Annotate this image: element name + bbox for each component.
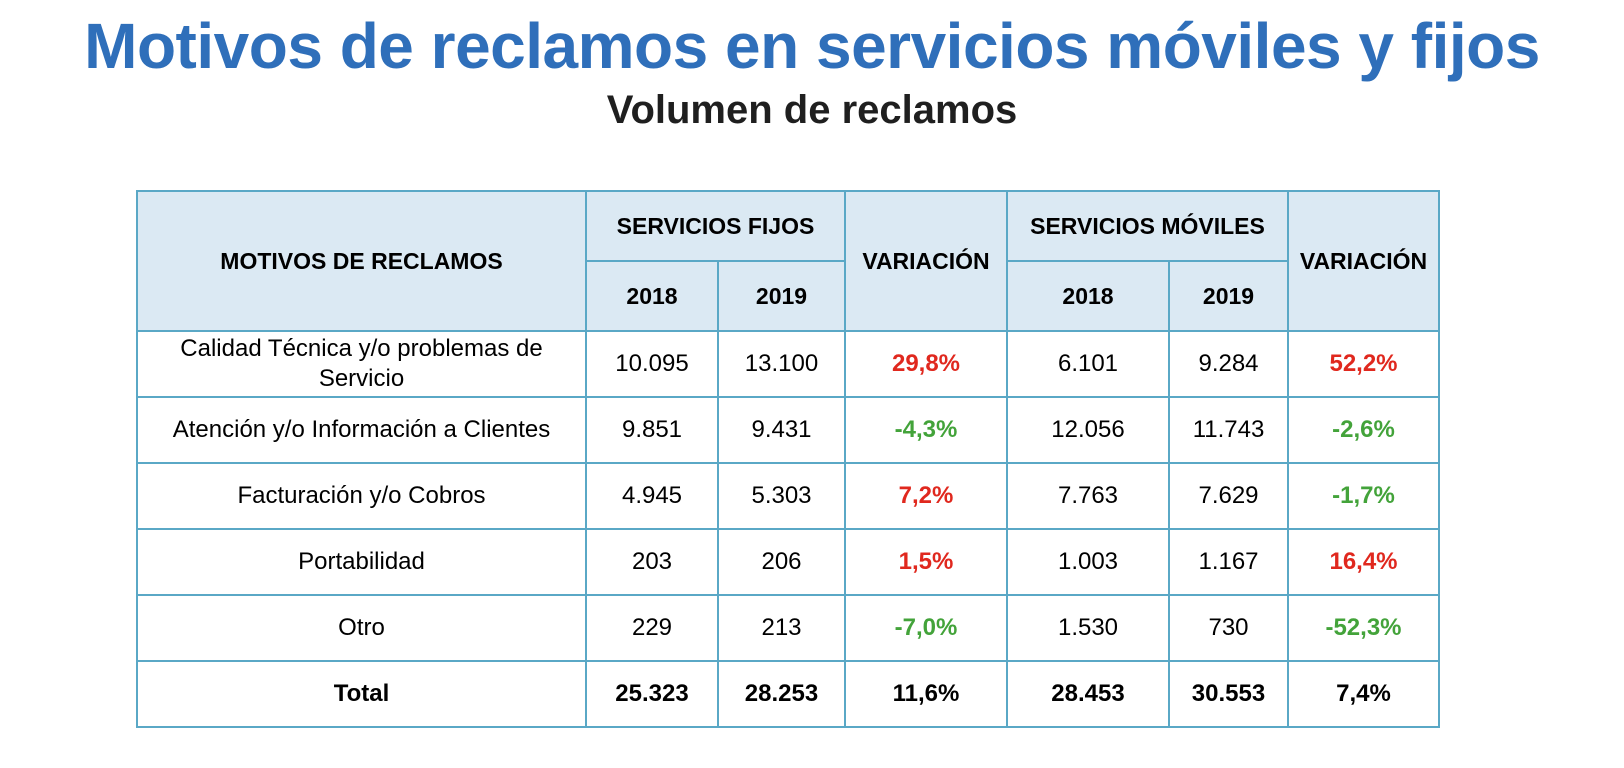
row-variacion-fijos: 29,8% bbox=[844, 330, 1008, 398]
total-fijos-2018: 25.323 bbox=[585, 660, 719, 728]
total-moviles-2019: 30.553 bbox=[1168, 660, 1289, 728]
row-fijos-2019: 9.431 bbox=[717, 396, 846, 464]
row-moviles-2018: 7.763 bbox=[1006, 462, 1170, 530]
row-fijos-2019: 206 bbox=[717, 528, 846, 596]
header-servicios-moviles: SERVICIOS MÓVILES bbox=[1006, 190, 1289, 262]
total-variacion-moviles: 7,4% bbox=[1287, 660, 1440, 728]
row-variacion-moviles: -52,3% bbox=[1287, 594, 1440, 662]
row-moviles-2019: 11.743 bbox=[1168, 396, 1289, 464]
table-row: Portabilidad 203 206 1,5% 1.003 1.167 16… bbox=[136, 528, 1440, 596]
row-fijos-2018: 10.095 bbox=[585, 330, 719, 398]
header-servicios-fijos: SERVICIOS FIJOS bbox=[585, 190, 846, 262]
row-variacion-moviles: 16,4% bbox=[1287, 528, 1440, 596]
row-motivo: Facturación y/o Cobros bbox=[136, 462, 587, 530]
row-moviles-2018: 12.056 bbox=[1006, 396, 1170, 464]
row-fijos-2018: 9.851 bbox=[585, 396, 719, 464]
page-subtitle: Volumen de reclamos bbox=[606, 88, 1018, 132]
table-row: Atención y/o Información a Clientes 9.85… bbox=[136, 396, 1440, 464]
row-fijos-2018: 229 bbox=[585, 594, 719, 662]
total-row: Total 25.323 28.253 11,6% 28.453 30.553 … bbox=[136, 660, 1440, 728]
row-motivo: Portabilidad bbox=[136, 528, 587, 596]
row-moviles-2019: 1.167 bbox=[1168, 528, 1289, 596]
header-moviles-2018: 2018 bbox=[1006, 260, 1170, 332]
header-fijos-2018: 2018 bbox=[585, 260, 719, 332]
row-fijos-2019: 5.303 bbox=[717, 462, 846, 530]
claims-table: MOTIVOS DE RECLAMOS SERVICIOS FIJOS VARI… bbox=[136, 190, 1440, 728]
header-variacion-fijos: VARIACIÓN bbox=[844, 190, 1008, 332]
row-variacion-moviles: -2,6% bbox=[1287, 396, 1440, 464]
row-moviles-2018: 6.101 bbox=[1006, 330, 1170, 398]
page-title: Motivos de reclamos en servicios móviles… bbox=[84, 10, 1540, 82]
total-label: Total bbox=[136, 660, 587, 728]
row-variacion-moviles: 52,2% bbox=[1287, 330, 1440, 398]
header-variacion-moviles: VARIACIÓN bbox=[1287, 190, 1440, 332]
row-moviles-2019: 730 bbox=[1168, 594, 1289, 662]
row-fijos-2019: 213 bbox=[717, 594, 846, 662]
row-moviles-2018: 1.003 bbox=[1006, 528, 1170, 596]
row-variacion-moviles: -1,7% bbox=[1287, 462, 1440, 530]
row-variacion-fijos: -7,0% bbox=[844, 594, 1008, 662]
total-variacion-fijos: 11,6% bbox=[844, 660, 1008, 728]
header-moviles-2019: 2019 bbox=[1168, 260, 1289, 332]
row-fijos-2018: 4.945 bbox=[585, 462, 719, 530]
row-moviles-2018: 1.530 bbox=[1006, 594, 1170, 662]
total-fijos-2019: 28.253 bbox=[717, 660, 846, 728]
row-variacion-fijos: 7,2% bbox=[844, 462, 1008, 530]
header-fijos-2019: 2019 bbox=[717, 260, 846, 332]
row-motivo: Atención y/o Información a Clientes bbox=[136, 396, 587, 464]
table-row: Calidad Técnica y/o problemas de Servici… bbox=[136, 330, 1440, 398]
header-motivos: MOTIVOS DE RECLAMOS bbox=[136, 190, 587, 332]
table-row: Otro 229 213 -7,0% 1.530 730 -52,3% bbox=[136, 594, 1440, 662]
row-motivo: Calidad Técnica y/o problemas de Servici… bbox=[136, 330, 587, 398]
row-variacion-fijos: -4,3% bbox=[844, 396, 1008, 464]
table-row: Facturación y/o Cobros 4.945 5.303 7,2% … bbox=[136, 462, 1440, 530]
row-fijos-2018: 203 bbox=[585, 528, 719, 596]
row-fijos-2019: 13.100 bbox=[717, 330, 846, 398]
row-moviles-2019: 7.629 bbox=[1168, 462, 1289, 530]
total-moviles-2018: 28.453 bbox=[1006, 660, 1170, 728]
row-motivo: Otro bbox=[136, 594, 587, 662]
row-moviles-2019: 9.284 bbox=[1168, 330, 1289, 398]
row-variacion-fijos: 1,5% bbox=[844, 528, 1008, 596]
